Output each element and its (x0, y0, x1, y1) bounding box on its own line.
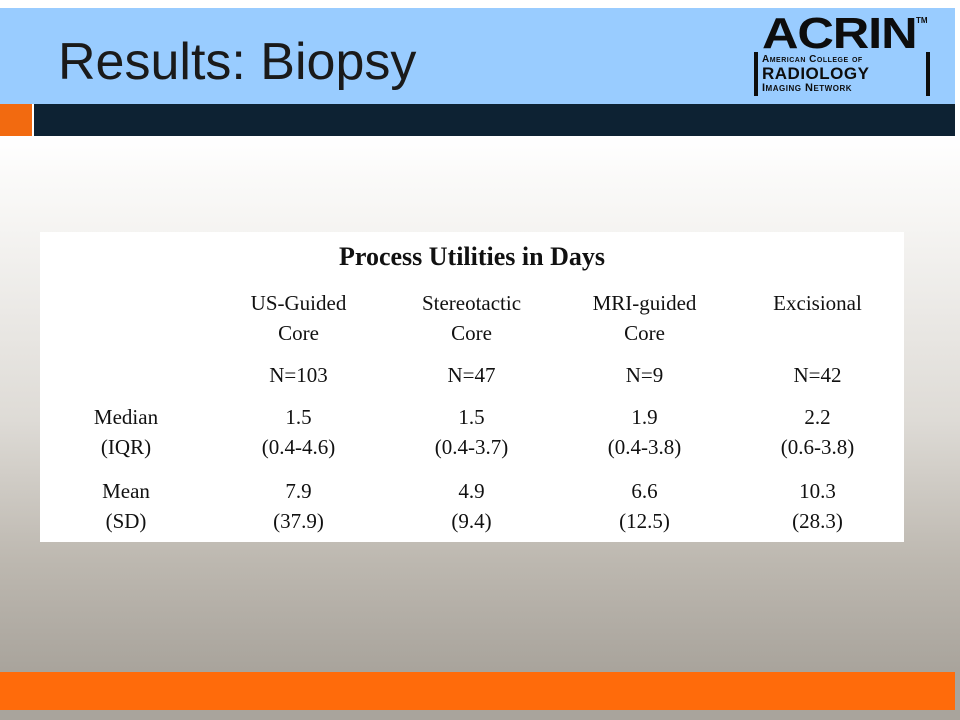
sample-size-cell: N=103 (269, 363, 328, 387)
cell-sd: (37.9) (273, 509, 324, 533)
cell-range: (0.6-3.8) (780, 435, 855, 459)
cell-value: 2.2 (804, 405, 831, 429)
logo-trademark: TM (916, 16, 928, 25)
logo-bracket-right (926, 52, 930, 96)
row-label-line2: (IQR) (100, 435, 152, 459)
results-table: US-Guided Core Stereotactic Core MRI-gui… (40, 288, 904, 548)
row-label-cell: Median (IQR) (40, 400, 212, 474)
table-cell: 2.2 (0.6-3.8) (731, 400, 904, 474)
dark-divider-bar (34, 104, 955, 136)
table-cell: 10.3 (28.3) (731, 474, 904, 548)
row-label-line1: Median (93, 405, 159, 429)
acrin-logo: ACRIN TM American College of RADIOLOGY I… (754, 12, 930, 96)
column-header-line1: MRI-guided (592, 291, 697, 315)
cell-range: (0.4-3.8) (607, 435, 682, 459)
column-header-line2: Core (624, 321, 665, 345)
results-table-panel: Process Utilities in Days US-Guided Core… (40, 232, 904, 542)
cell-value: 10.3 (799, 479, 836, 503)
bottom-accent-bar (0, 672, 955, 710)
logo-bracket-left (754, 52, 758, 96)
mean-row: Mean (SD) 7.9 (37.9) 4.9 (9.4) 6.6 (12.5… (40, 474, 904, 548)
row-label-cell (40, 356, 212, 400)
cell-value: 1.9 (631, 405, 658, 429)
table-header-row: US-Guided Core Stereotactic Core MRI-gui… (40, 288, 904, 356)
column-header-line1: Excisional (773, 291, 862, 315)
logo-line-3: Imaging Network (762, 82, 852, 94)
title-bar (0, 8, 955, 104)
sample-size-cell: N=9 (625, 363, 664, 387)
column-header-line2: Core (278, 321, 319, 345)
table-cell: 4.9 (9.4) (385, 474, 558, 548)
column-header: MRI-guided Core (558, 288, 731, 356)
sample-size-cell: N=47 (447, 363, 496, 387)
header-corner-cell (40, 288, 212, 356)
table-cell: 1.5 (0.4-3.7) (385, 400, 558, 474)
cell-value: 6.6 (631, 479, 658, 503)
cell-range: (0.4-4.6) (261, 435, 336, 459)
row-label-line1: Mean (102, 479, 150, 503)
cell-sd: (9.4) (451, 509, 492, 533)
cell-value: 1.5 (458, 405, 485, 429)
table-cell: 1.5 (0.4-4.6) (212, 400, 385, 474)
column-header-line1: US-Guided (250, 291, 347, 315)
table-cell: 6.6 (12.5) (558, 474, 731, 548)
cell-range: (0.4-3.7) (434, 435, 509, 459)
cell-value: 7.9 (285, 479, 312, 503)
column-header-line2: Core (451, 321, 492, 345)
slide-title: Results: Biopsy (58, 33, 417, 91)
column-header-line1: Stereotactic (421, 291, 522, 315)
median-row: Median (IQR) 1.5 (0.4-4.6) 1.5 (0.4-3.7)… (40, 400, 904, 474)
sample-size-row: N=103 N=47 N=9 N=42 (40, 356, 904, 400)
column-header: Excisional (731, 288, 904, 356)
table-cell: 7.9 (37.9) (212, 474, 385, 548)
column-header: US-Guided Core (212, 288, 385, 356)
cell-value: 4.9 (458, 479, 485, 503)
row-label-cell: Mean (SD) (40, 474, 212, 548)
sample-size-cell: N=42 (793, 363, 842, 387)
cell-value: 1.5 (285, 405, 312, 429)
table-cell: 1.9 (0.4-3.8) (558, 400, 731, 474)
orange-accent-block (0, 104, 32, 136)
cell-sd: (12.5) (619, 509, 670, 533)
logo-line-2: RADIOLOGY (762, 64, 870, 83)
logo-line-1: American College of (762, 54, 863, 65)
column-header: Stereotactic Core (385, 288, 558, 356)
cell-sd: (28.3) (792, 509, 843, 533)
table-title: Process Utilities in Days (339, 242, 605, 271)
row-label-line2: (SD) (105, 509, 147, 533)
logo-acrin-text: ACRIN (762, 9, 918, 58)
